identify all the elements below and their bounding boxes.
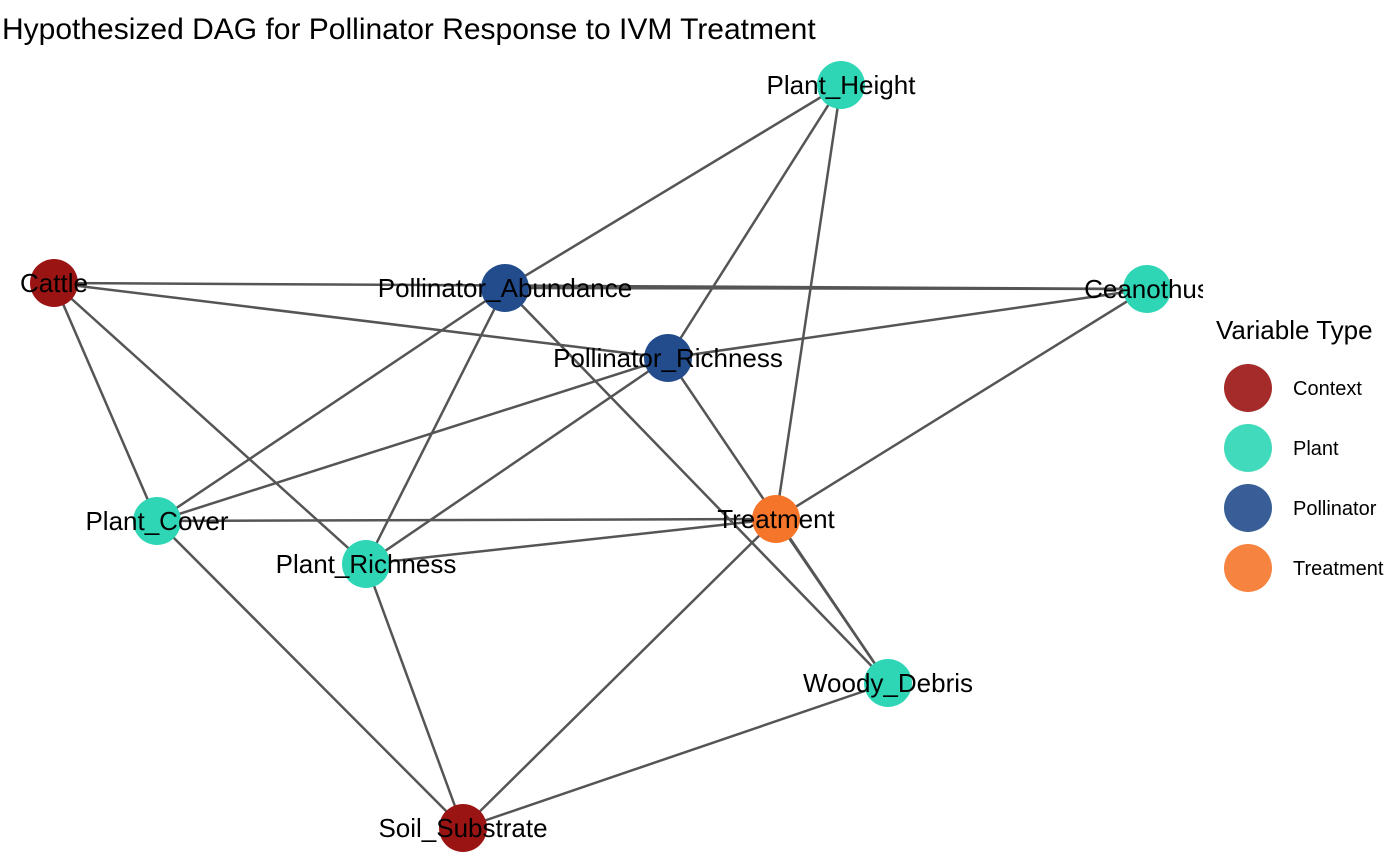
node-label-pollinator_abundance: Pollinator_Abundance [378, 273, 632, 303]
node-label-ceanothus: Ceanothus [1084, 274, 1210, 304]
legend: Variable Type Context Plant Pollinator Trea… [1216, 315, 1384, 592]
legend-label-pollinator: Pollinator [1293, 498, 1377, 520]
node-soil_substrate [439, 804, 487, 852]
edge-plant_cover-to-soil_substrate [156, 520, 464, 829]
edge-pollinator_richness-to-plant_cover [156, 356, 669, 523]
node-label-plant_richness: Plant_Richness [276, 549, 457, 579]
node-treatment [752, 495, 800, 543]
edge-cattle-to-plant_cover [52, 282, 159, 522]
edge-pollinator_abundance-to-ceanothus [504, 286, 1148, 291]
edge-pollinator_richness-to-ceanothus [667, 287, 1148, 360]
legend-label-context: Context [1293, 378, 1362, 400]
labels-layer: Cattle Pollinator_Abundance Pollinator_Ric… [20, 70, 1210, 843]
legend-key-pollinator [1224, 484, 1272, 532]
edge-plant_height-to-pollinator_richness [666, 84, 843, 359]
legend-label-plant: Plant [1293, 438, 1339, 460]
plot-area: Cattle Pollinator_Abundance Pollinator_Ric… [20, 61, 1210, 852]
edge-pollinator_abundance-to-plant_richness [364, 287, 507, 565]
legend-items: Context Plant Pollinator Treatment [1224, 364, 1384, 592]
node-label-woody_debris: Woody_Debris [803, 668, 973, 698]
edge-cattle-to-pollinator_richness [53, 281, 669, 360]
edge-plant_richness-to-soil_substrate [364, 563, 465, 829]
node-label-treatment: Treatment [717, 504, 835, 534]
edge-plant_cover-to-treatment [156, 517, 777, 523]
node-pollinator_richness [644, 334, 692, 382]
legend-label-treatment: Treatment [1293, 558, 1384, 580]
node-label-plant_cover: Plant_Cover [85, 506, 228, 536]
edge-pollinator_abundance-to-plant_cover [156, 286, 506, 523]
diagram-title: Hypothesized DAG for Pollinator Response… [2, 13, 816, 46]
node-label-cattle: Cattle [20, 268, 88, 298]
node-plant_height [817, 61, 865, 109]
node-cattle [30, 259, 78, 307]
edge-woody_debris-to-soil_substrate [462, 681, 889, 830]
node-pollinator_abundance [481, 264, 529, 312]
edge-plant_richness-to-treatment [365, 517, 777, 566]
edge-pollinator_abundance-to-woody_debris [504, 287, 889, 684]
edge-treatment-to-woody_debris [774, 518, 890, 684]
edge-ceanothus-to-treatment [775, 287, 1148, 521]
node-woody_debris [864, 659, 912, 707]
edge-cattle-to-plant_richness [53, 282, 367, 565]
legend-key-plant [1224, 424, 1272, 472]
legend-title: Variable Type [1216, 315, 1373, 345]
edge-treatment-to-soil_substrate [462, 518, 777, 829]
legend-key-context [1224, 364, 1272, 412]
legend-key-treatment [1224, 544, 1272, 592]
node-plant_cover [133, 497, 181, 545]
nodes-layer [30, 61, 1171, 852]
edge-plant_height-to-treatment [774, 84, 843, 520]
node-label-soil_substrate: Soil_Substrate [378, 813, 547, 843]
edge-plant_height-to-pollinator_abundance [504, 83, 842, 290]
node-label-plant_height: Plant_Height [767, 70, 917, 100]
node-ceanothus [1123, 265, 1171, 313]
edges-layer [52, 83, 1148, 830]
node-plant_richness [342, 540, 390, 588]
edge-pollinator_richness-to-plant_richness [365, 356, 669, 566]
node-label-pollinator_richness: Pollinator_Richness [553, 343, 783, 373]
